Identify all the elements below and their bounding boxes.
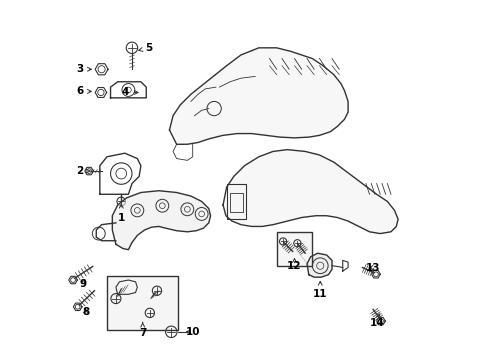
Bar: [276, 232, 312, 266]
Text: 13: 13: [365, 262, 380, 273]
Text: 12: 12: [286, 258, 301, 271]
Text: 5: 5: [139, 43, 152, 53]
Polygon shape: [306, 253, 331, 277]
Text: 11: 11: [312, 282, 327, 298]
Text: 6: 6: [77, 86, 91, 96]
Text: 3: 3: [77, 64, 91, 74]
Polygon shape: [112, 191, 210, 249]
Text: 10: 10: [185, 327, 200, 337]
Bar: [226, 184, 246, 219]
Bar: [230, 193, 242, 212]
Text: 14: 14: [368, 314, 383, 328]
Polygon shape: [169, 48, 347, 144]
Text: 1: 1: [118, 204, 124, 222]
Text: 9: 9: [80, 279, 86, 289]
Bar: [107, 276, 178, 330]
Text: 4: 4: [121, 87, 138, 98]
Polygon shape: [223, 150, 397, 234]
Text: 7: 7: [139, 322, 146, 338]
Text: 8: 8: [82, 307, 89, 317]
Text: 2: 2: [77, 166, 90, 176]
